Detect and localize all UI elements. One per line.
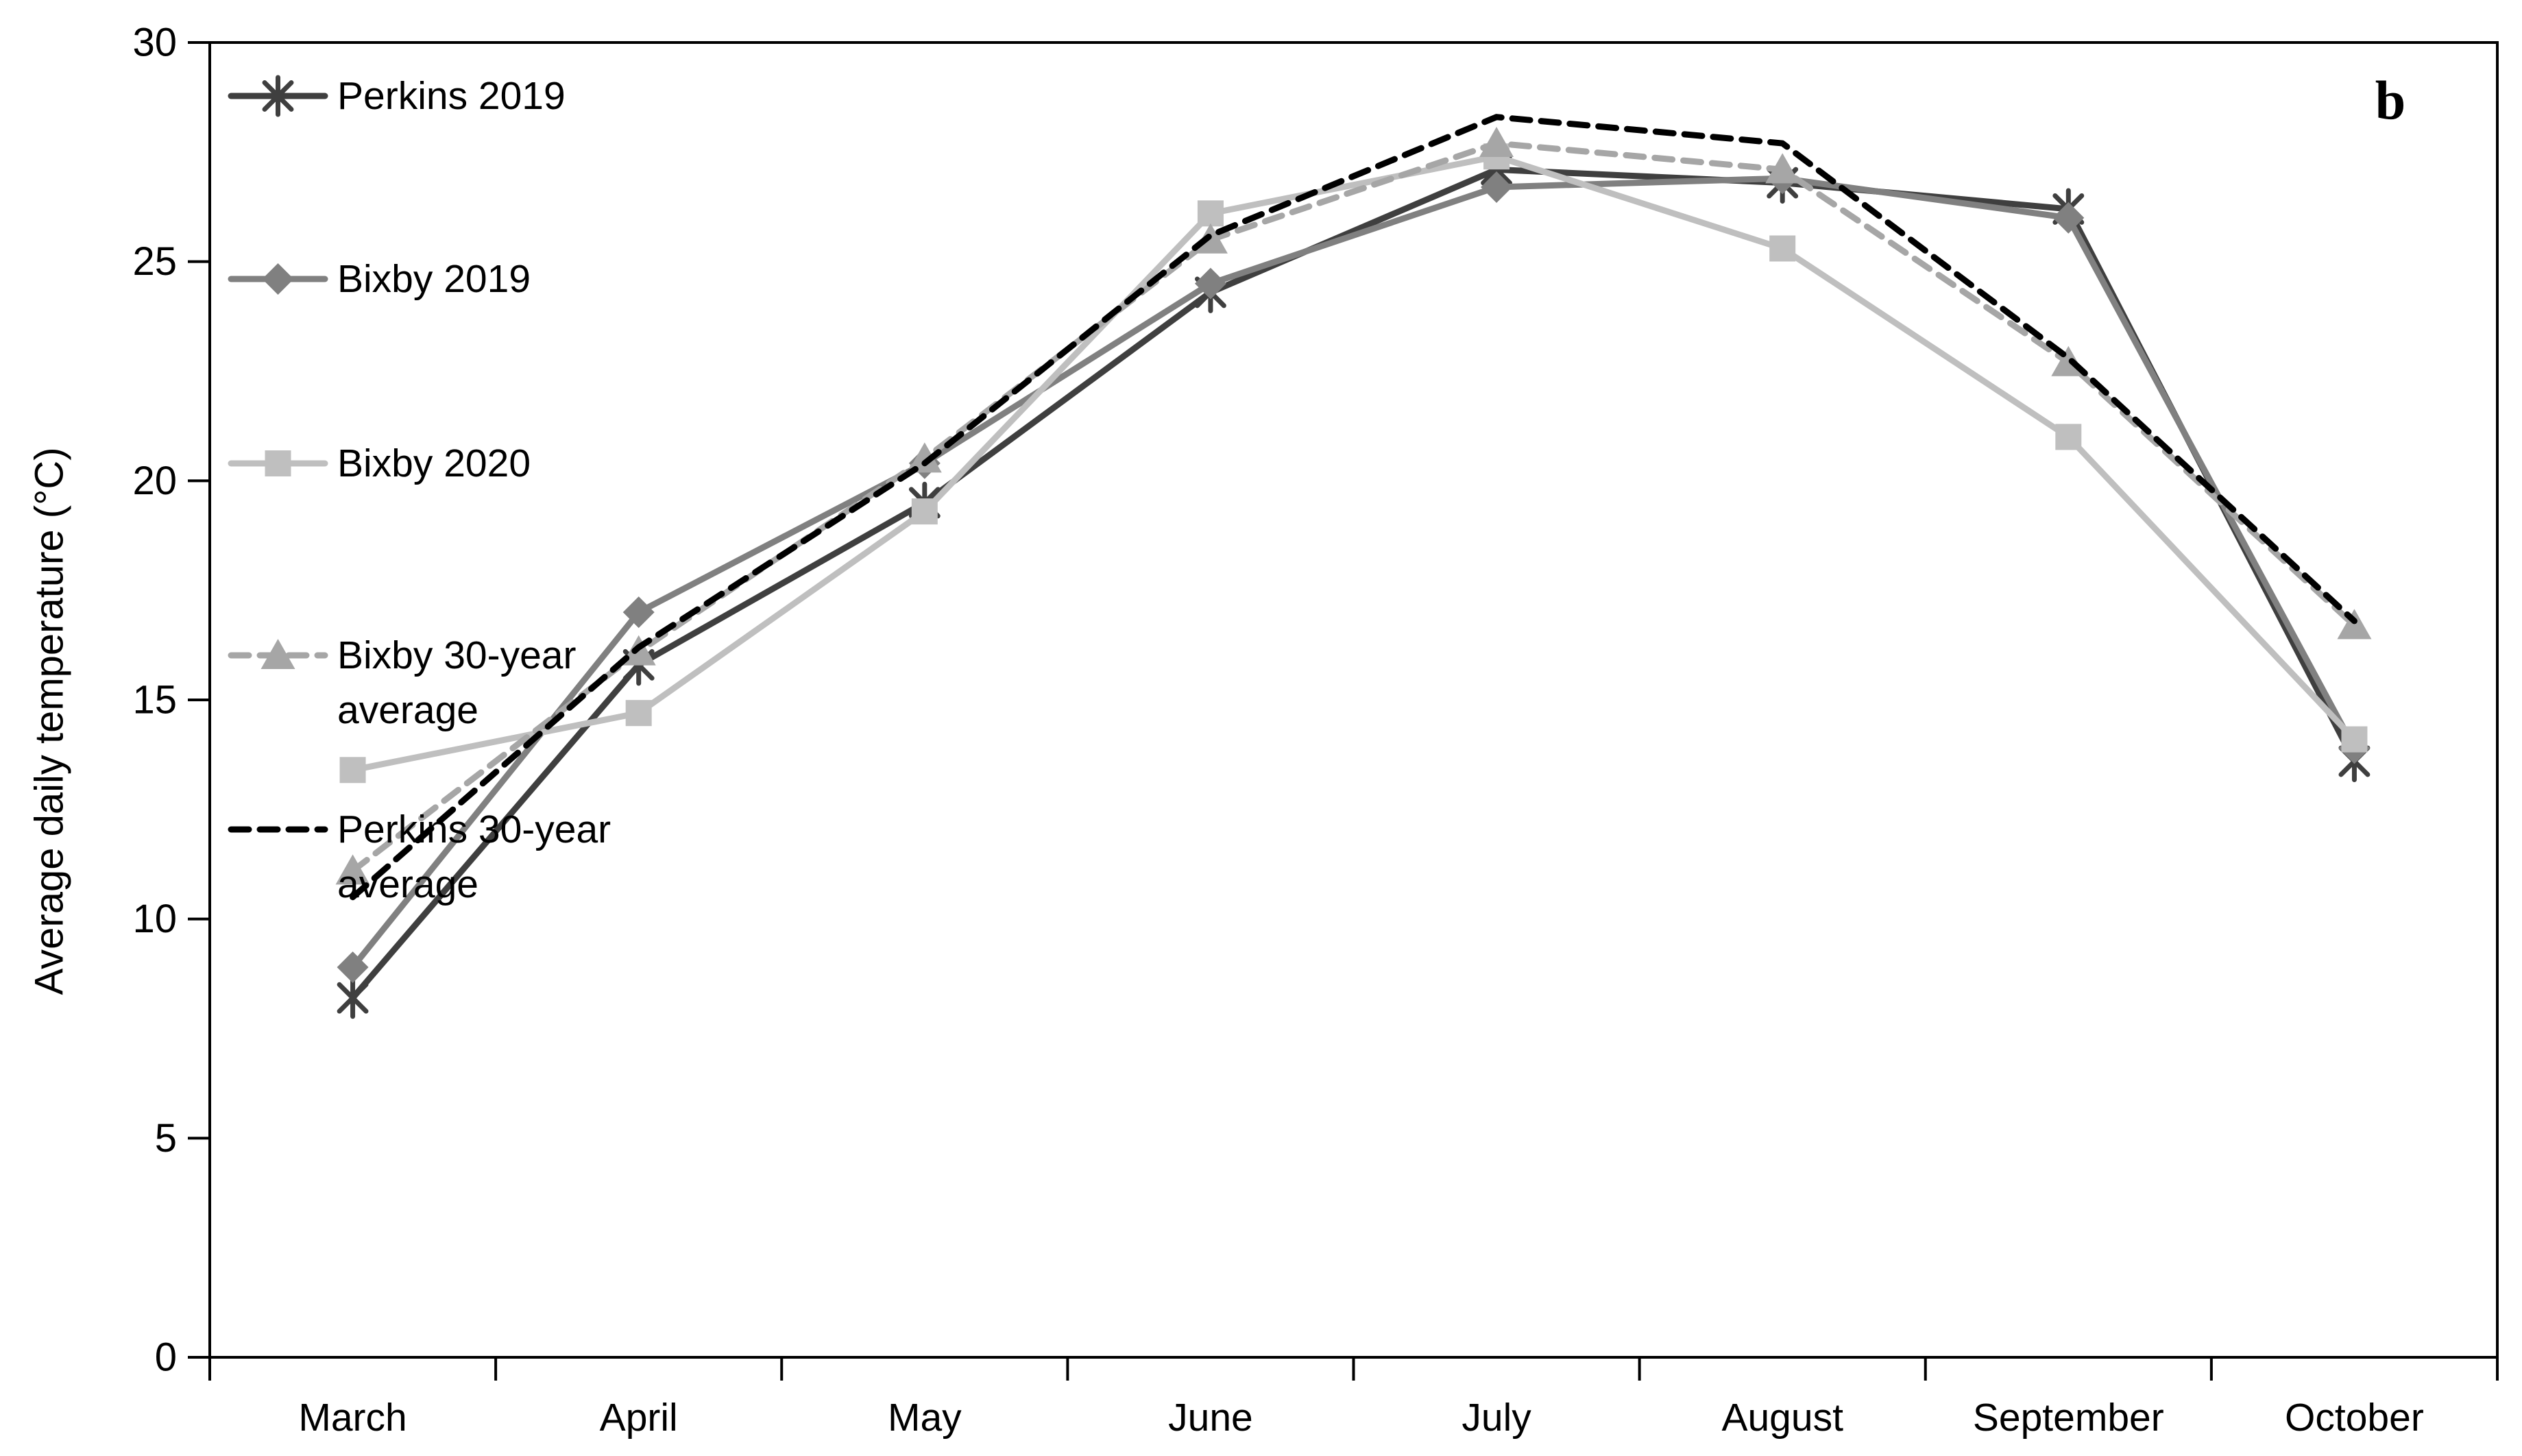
legend-item-label: Bixby 2019 (337, 257, 531, 301)
series-marker-bixby-2019 (622, 596, 655, 629)
y-axis-tick-label: 25 (132, 239, 177, 284)
x-axis-category-label: July (1462, 1396, 1531, 1440)
plot-border (208, 41, 2499, 1359)
series-marker-bixby-2019 (1481, 171, 1513, 203)
y-axis-tick-label: 0 (155, 1335, 177, 1380)
x-axis-category-label: April (600, 1396, 678, 1440)
series-marker-bixby-2020 (1197, 200, 1224, 227)
series-marker-bixby-2020 (1769, 235, 1796, 262)
series-marker-bixby-2020 (2055, 424, 2082, 450)
legend-item-label: Bixby 2020 (337, 441, 531, 485)
series-marker-bixby-2020 (625, 700, 652, 727)
legend-diamond-icon (262, 263, 294, 295)
y-axis-title: Average daily temperature (°C) (27, 447, 72, 995)
x-axis-category-label: September (1973, 1396, 2164, 1440)
legend-triangle-icon (260, 639, 295, 669)
series-line-bixby-2019 (350, 175, 2357, 971)
series-marker-bixby-2020 (2341, 726, 2368, 753)
legend: Perkins 2019 Bixby 2019 Bixby 2020 Bixby 30… (228, 74, 611, 906)
legend-item-label: Perkins 2019 (337, 74, 566, 118)
legend-item: Perkins 30-year average (228, 808, 611, 906)
series-line-bixby-30-year-average (350, 140, 2357, 874)
y-axis-tick-label: 30 (132, 21, 177, 65)
y-axis-tick-label: 15 (132, 678, 177, 723)
legend-item: Bixby 2019 (228, 257, 531, 301)
y-axis-tick-label: 5 (155, 1116, 177, 1161)
series-marker-bixby-2019 (1194, 267, 1226, 300)
legend-item: Perkins 2019 (228, 74, 566, 118)
x-axis-category-label: August (1721, 1396, 1843, 1440)
legend-item-label: Bixby 30-year (337, 633, 577, 677)
legend-square-icon (265, 450, 291, 476)
x-axis-category-label: May (888, 1396, 962, 1440)
series-marker-bixby-30-year-average (1765, 153, 1800, 184)
series-marker-bixby-2019 (337, 951, 369, 983)
legend-item-label: average (337, 862, 478, 906)
y-axis-tick-label: 10 (132, 897, 177, 941)
panel-label: b (2375, 71, 2406, 132)
series-marker-perkins-2019 (337, 977, 369, 1019)
x-axis-category-label: March (298, 1396, 407, 1440)
legend-asterisk-icon (262, 75, 294, 117)
series-marker-bixby-2020 (339, 757, 366, 784)
series-line-perkins-2019 (350, 166, 2357, 1002)
series-line-perkins-30-year-average (350, 114, 2357, 901)
y-axis-tick-label: 20 (132, 459, 177, 503)
series-marker-bixby-30-year-average (335, 854, 370, 885)
legend-item: Bixby 2020 (228, 441, 531, 485)
legend-item-label: Perkins 30-year (337, 808, 611, 851)
series-marker-bixby-30-year-average (1479, 127, 1514, 158)
legend-item: Bixby 30-year average (228, 633, 577, 732)
legend-item-label: average (337, 688, 478, 732)
series-marker-bixby-30-year-average (907, 442, 942, 473)
x-axis-category-label: June (1168, 1396, 1253, 1440)
series-marker-bixby-2019 (2052, 202, 2085, 234)
x-axis-category-label: October (2285, 1396, 2424, 1440)
series-line-bixby-2020 (350, 153, 2357, 773)
series-marker-bixby-2020 (911, 498, 938, 525)
